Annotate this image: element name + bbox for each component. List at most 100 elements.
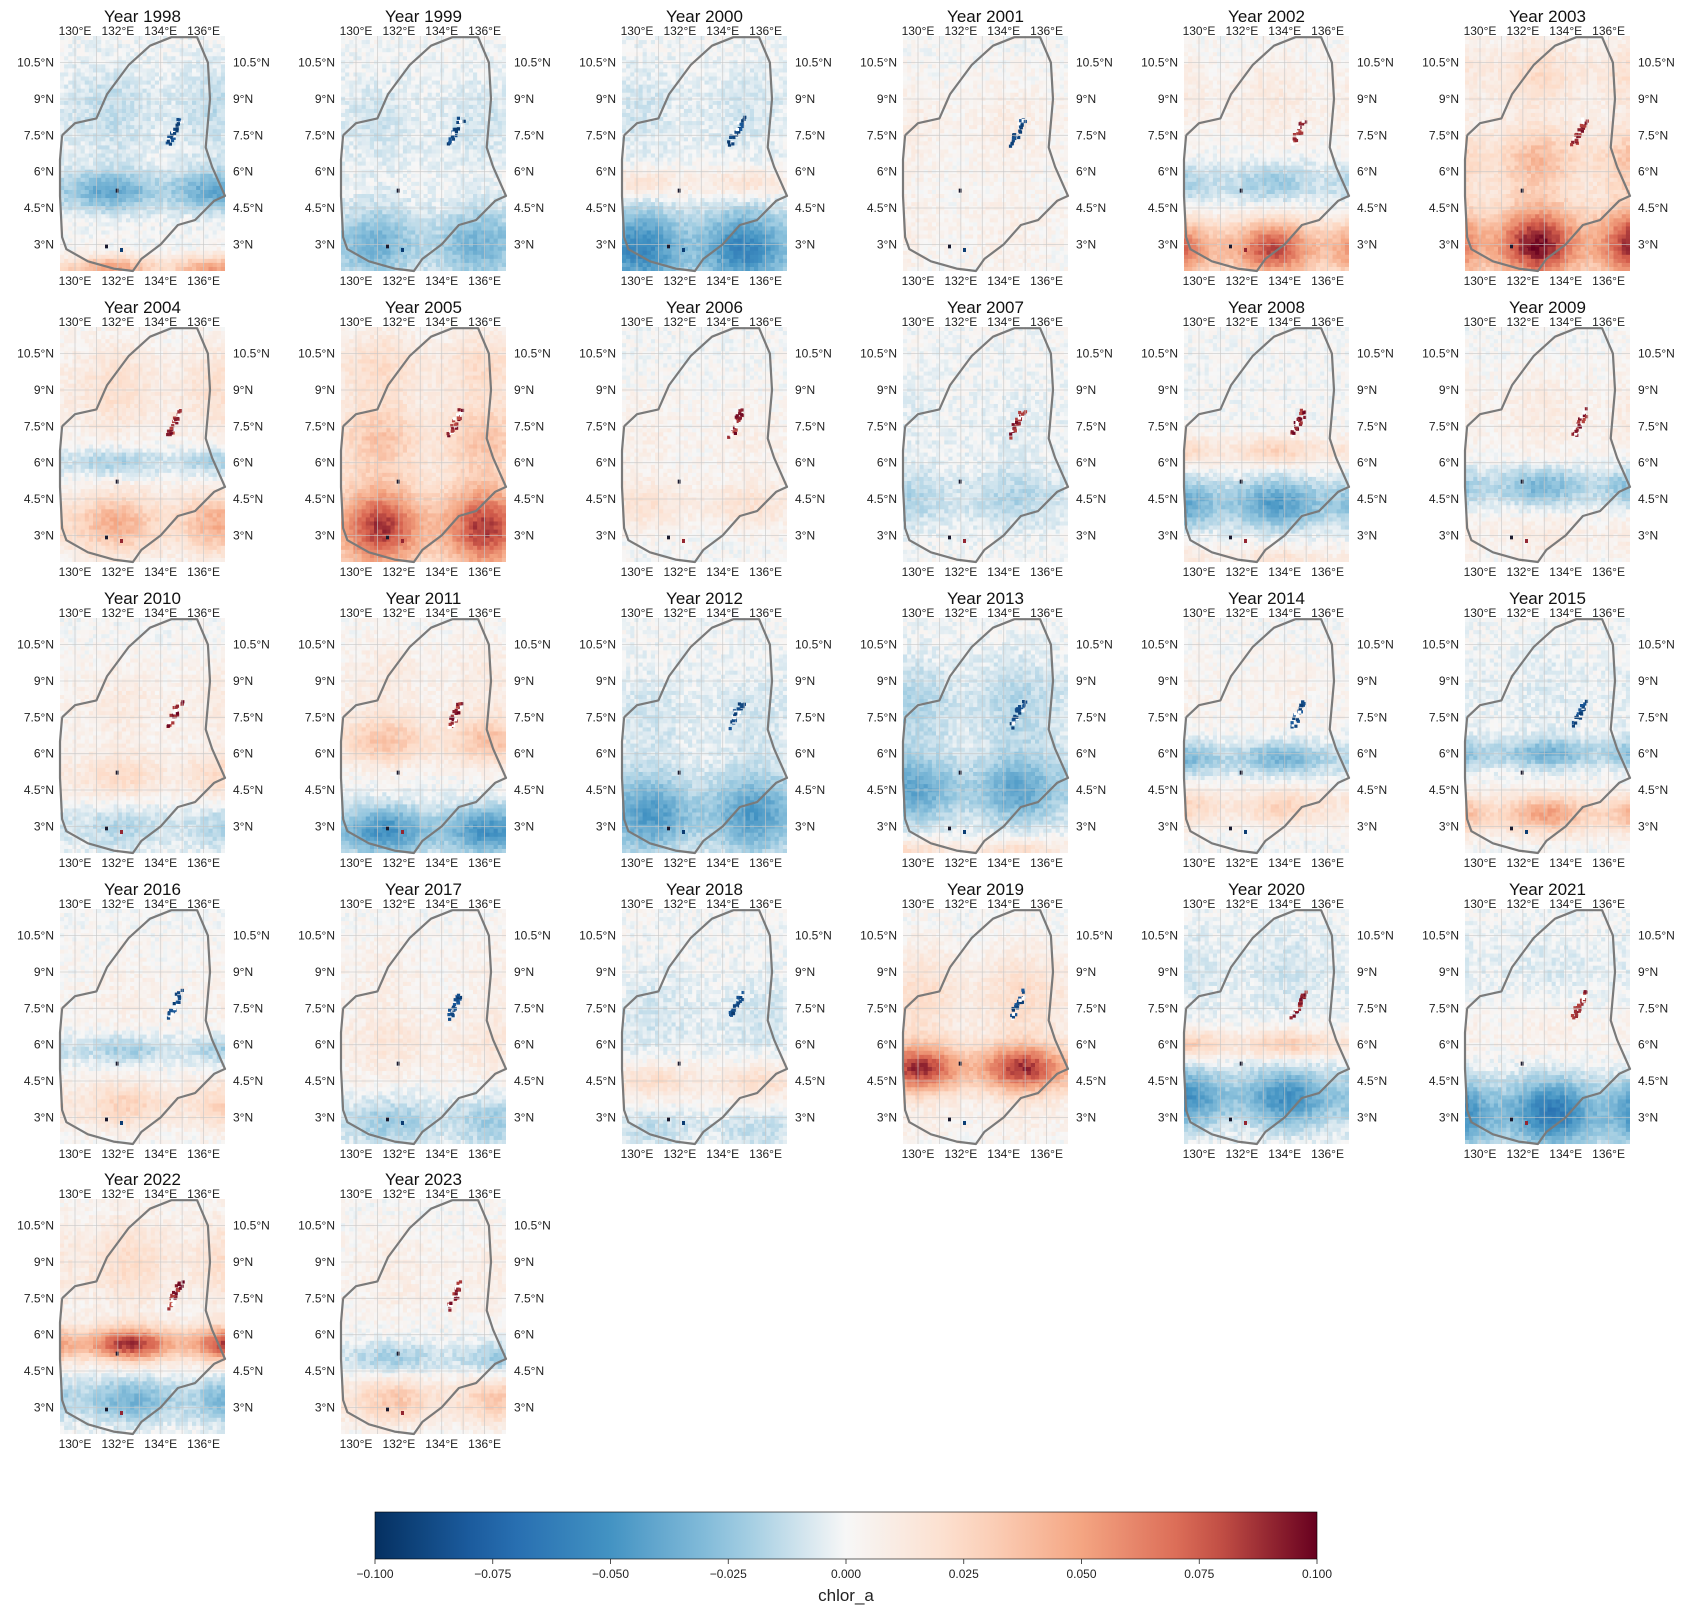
y-tick-label-right: 7.5°N — [1638, 1001, 1668, 1015]
y-tick-label-left: 3°N — [315, 1110, 335, 1124]
y-tick-label-left: 4.5°N — [305, 783, 335, 797]
x-tick-label-top: 136°E — [749, 897, 782, 911]
y-tick-label-right: 7.5°N — [233, 1001, 263, 1015]
y-tick-label-left: 4.5°N — [1429, 783, 1459, 797]
anomaly-field — [60, 327, 225, 562]
anomaly-field — [903, 327, 1068, 562]
y-tick-label-left: 9°N — [1158, 383, 1178, 397]
colorbar-label: chlor_a — [818, 1586, 874, 1605]
y-tick-label-right: 9°N — [514, 92, 534, 106]
x-tick-label-top: 132°E — [101, 315, 134, 329]
x-tick-label-top: 136°E — [1030, 315, 1063, 329]
x-tick-label-top: 134°E — [144, 315, 177, 329]
y-tick-label-left: 6°N — [1158, 1038, 1178, 1052]
x-tick-label-top: 136°E — [749, 315, 782, 329]
anomaly-field — [1465, 327, 1630, 562]
colorbar-ticks: −0.100 −0.075 −0.050 −0.025 0.000 0.025 0.050 0… — [356, 1559, 1332, 1581]
y-tick-label-right: 10.5°N — [233, 347, 270, 361]
y-tick-label-right: 3°N — [1357, 1110, 1377, 1124]
y-tick-label-right: 10.5°N — [514, 929, 551, 943]
colorbar-tick-label: 0.100 — [1302, 1567, 1332, 1581]
x-tick-label-top: 136°E — [1311, 24, 1344, 38]
y-tick-label-right: 6°N — [233, 1038, 253, 1052]
y-tick-label-right: 4.5°N — [1076, 1074, 1106, 1088]
x-tick-label-top: 136°E — [1311, 897, 1344, 911]
y-tick-label-right: 10.5°N — [795, 56, 832, 70]
x-tick-label-top: 136°E — [468, 24, 501, 38]
y-tick-label-left: 7.5°N — [1429, 1001, 1459, 1015]
y-tick-label-left: 7.5°N — [867, 419, 897, 433]
y-tick-label-left: 4.5°N — [1148, 201, 1178, 215]
x-tick-label-top: 134°E — [144, 897, 177, 911]
y-tick-label-right: 9°N — [1076, 383, 1096, 397]
y-tick-label-left: 10.5°N — [298, 638, 335, 652]
y-tick-label-left: 7.5°N — [1429, 710, 1459, 724]
colorbar-tick-label: 0.000 — [831, 1567, 861, 1581]
x-tick-label-bottom: 136°E — [749, 856, 782, 870]
anomaly-field — [1465, 36, 1630, 271]
x-tick-label-top: 136°E — [468, 606, 501, 620]
x-tick-label-bottom: 130°E — [621, 565, 654, 579]
y-tick-label-right: 3°N — [233, 237, 253, 251]
y-tick-label-left: 9°N — [1439, 674, 1459, 688]
y-tick-label-left: 3°N — [34, 528, 54, 542]
anomaly-field — [903, 618, 1068, 853]
colorbar-tick-label: −0.025 — [710, 1567, 747, 1581]
y-tick-label-left: 10.5°N — [1422, 929, 1459, 943]
y-tick-label-left: 9°N — [1439, 92, 1459, 106]
y-tick-label-right: 3°N — [514, 819, 534, 833]
x-tick-label-top: 130°E — [1464, 606, 1497, 620]
x-tick-label-top: 134°E — [987, 315, 1020, 329]
x-tick-label-top: 136°E — [1592, 606, 1625, 620]
y-tick-label-left: 10.5°N — [298, 1219, 335, 1233]
x-tick-label-top: 130°E — [621, 606, 654, 620]
x-tick-label-top: 130°E — [340, 315, 373, 329]
y-tick-label-right: 4.5°N — [233, 1074, 263, 1088]
x-tick-label-bottom: 134°E — [1268, 565, 1301, 579]
anomaly-field — [622, 618, 787, 853]
x-tick-label-top: 130°E — [340, 1187, 373, 1201]
y-tick-label-right: 9°N — [1076, 92, 1096, 106]
y-tick-label-right: 4.5°N — [233, 201, 263, 215]
anomaly-field — [1184, 909, 1349, 1144]
y-tick-label-right: 7.5°N — [1076, 419, 1106, 433]
y-tick-label-right: 4.5°N — [514, 1074, 544, 1088]
year-panel: Year 2023130°E130°E132°E132°E134°E134°E1… — [298, 1170, 551, 1451]
x-tick-label-top: 136°E — [468, 315, 501, 329]
y-tick-label-right: 10.5°N — [233, 56, 270, 70]
x-tick-label-bottom: 130°E — [340, 856, 373, 870]
y-tick-label-left: 7.5°N — [586, 1001, 616, 1015]
x-tick-label-bottom: 134°E — [1268, 1147, 1301, 1161]
x-tick-label-top: 130°E — [340, 606, 373, 620]
y-tick-label-left: 3°N — [877, 1110, 897, 1124]
x-tick-label-top: 132°E — [382, 606, 415, 620]
y-tick-label-right: 3°N — [1357, 819, 1377, 833]
y-tick-label-right: 6°N — [1638, 456, 1658, 470]
x-tick-label-top: 130°E — [340, 24, 373, 38]
x-tick-label-bottom: 132°E — [1225, 565, 1258, 579]
y-tick-label-left: 6°N — [596, 165, 616, 179]
y-tick-label-right: 3°N — [1357, 528, 1377, 542]
x-tick-label-bottom: 136°E — [749, 1147, 782, 1161]
x-tick-label-bottom: 136°E — [1030, 1147, 1063, 1161]
anomaly-field — [1184, 36, 1349, 271]
y-tick-label-left: 6°N — [877, 747, 897, 761]
y-tick-label-right: 9°N — [233, 383, 253, 397]
y-tick-label-left: 7.5°N — [24, 710, 54, 724]
y-tick-label-right: 6°N — [1076, 747, 1096, 761]
y-tick-label-right: 4.5°N — [1638, 492, 1668, 506]
x-tick-label-bottom: 130°E — [902, 856, 935, 870]
x-tick-label-top: 130°E — [621, 315, 654, 329]
x-tick-label-bottom: 136°E — [468, 1147, 501, 1161]
y-tick-label-left: 3°N — [1158, 1110, 1178, 1124]
y-tick-label-right: 4.5°N — [1638, 201, 1668, 215]
y-tick-label-left: 4.5°N — [1429, 1074, 1459, 1088]
colorbar-tick-label: −0.050 — [592, 1567, 629, 1581]
x-tick-label-bottom: 136°E — [1592, 1147, 1625, 1161]
y-tick-label-left: 9°N — [596, 92, 616, 106]
x-tick-label-top: 136°E — [1030, 24, 1063, 38]
y-tick-label-left: 7.5°N — [305, 710, 335, 724]
y-tick-label-right: 4.5°N — [795, 1074, 825, 1088]
x-tick-label-bottom: 132°E — [101, 1147, 134, 1161]
y-tick-label-left: 3°N — [596, 528, 616, 542]
